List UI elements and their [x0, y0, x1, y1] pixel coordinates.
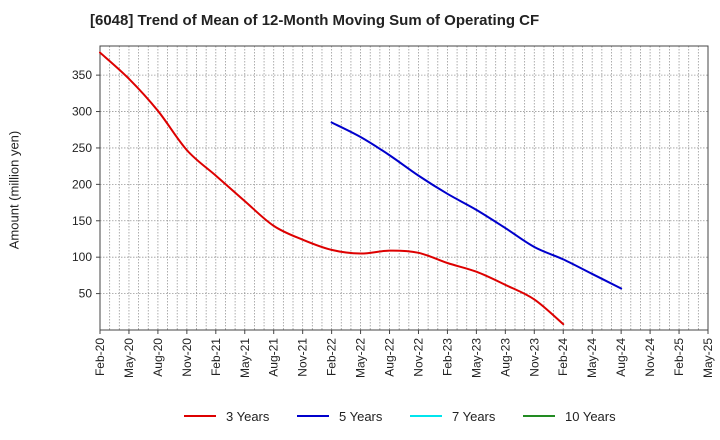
x-tick-label: Nov-20 [180, 338, 194, 377]
y-tick-label: 150 [72, 214, 92, 228]
legend-swatch-5-years [297, 415, 329, 417]
x-tick-label: May-24 [585, 338, 599, 378]
x-tick-label: Aug-20 [151, 338, 165, 377]
x-tick-label: May-23 [469, 338, 483, 378]
x-tick-label: Aug-22 [383, 338, 397, 377]
x-tick-label: Feb-21 [209, 338, 223, 376]
x-tick-label: May-25 [701, 338, 715, 378]
y-tick-label: 350 [72, 68, 92, 82]
legend-label-3-years: 3 Years [226, 408, 270, 424]
x-tick-label: May-22 [354, 338, 368, 378]
y-tick-label: 100 [72, 250, 92, 264]
plot-frame [99, 45, 709, 331]
legend-label-5-years: 5 Years [339, 408, 383, 424]
x-tick-label: Feb-24 [556, 338, 570, 376]
legend-swatch-10-years [523, 415, 555, 417]
x-tick-label: Aug-24 [614, 338, 628, 377]
x-tick-label: Aug-21 [267, 338, 281, 377]
y-tick-label: 250 [72, 141, 92, 155]
series-line-5-years [330, 121, 623, 290]
x-tick-label: May-20 [122, 338, 136, 378]
series-line-3-years [99, 51, 565, 326]
legend-item-7-years: 7 Years [410, 406, 495, 426]
x-tick-label: Aug-23 [498, 338, 512, 377]
x-tick-label: Feb-20 [93, 338, 107, 376]
y-tick-label: 300 [72, 105, 92, 119]
x-tick-label: Nov-22 [411, 338, 425, 377]
x-tick-label: Feb-25 [672, 338, 686, 376]
chart-title: [6048] Trend of Mean of 12-Month Moving … [90, 12, 540, 29]
legend-swatch-3-years [184, 415, 216, 417]
legend-label-7-years: 7 Years [452, 408, 496, 424]
y-tick-label: 200 [72, 177, 92, 191]
legend-label-10-years: 10 Years [565, 408, 616, 424]
legend-item-5-years: 5 Years [297, 406, 382, 426]
x-tick-label: Nov-21 [296, 338, 310, 377]
y-tick-label: 50 [79, 287, 93, 301]
x-tick-label: Feb-23 [440, 338, 454, 376]
x-tick-label: Nov-24 [643, 338, 657, 377]
x-tick-label: Nov-23 [527, 338, 541, 377]
x-tick-label: Feb-22 [325, 338, 339, 376]
legend-swatch-7-years [410, 415, 442, 417]
legend-item-3-years: 3 Years [184, 406, 269, 426]
legend: 3 Years 5 Years 7 Years 10 Years [0, 406, 720, 426]
x-tick-label: May-21 [238, 338, 252, 378]
legend-item-10-years: 10 Years [523, 406, 616, 426]
